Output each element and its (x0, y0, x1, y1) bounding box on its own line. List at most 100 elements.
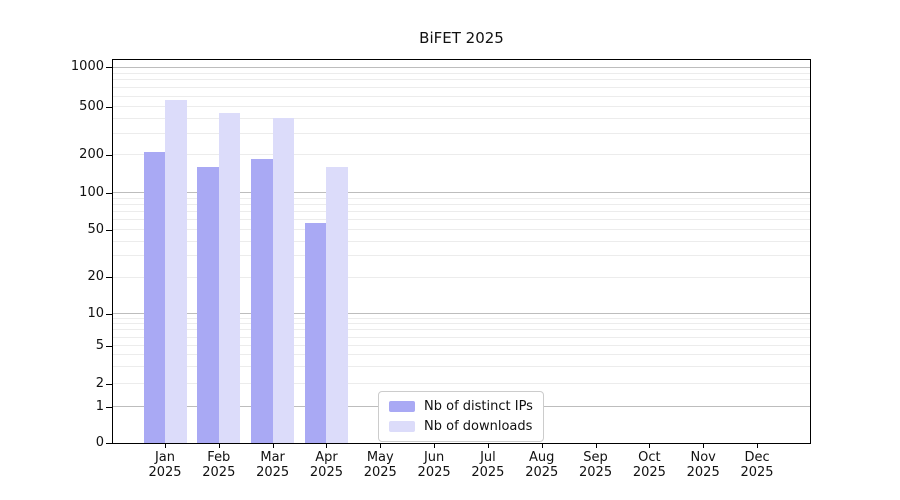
x-tick-month: Jul (480, 450, 496, 465)
x-axis-tick-label-jul: Jul 2025 (456, 450, 520, 480)
x-axis-tick-label-sep: Sep 2025 (564, 450, 628, 480)
legend-swatch-distinct-ips (389, 401, 415, 412)
plot-area (112, 59, 811, 444)
x-tick-year: 2025 (579, 465, 613, 480)
x-tick-month: Nov (690, 450, 716, 465)
x-tick-mark-sep (595, 444, 597, 448)
y-tick-mark-500 (106, 106, 112, 108)
x-axis-tick-label-mar: Mar 2025 (241, 450, 305, 480)
x-axis-tick-label-oct: Oct 2025 (617, 450, 681, 480)
y-tick-mark-2 (106, 383, 112, 385)
bar-distinct-ips-apr (304, 223, 327, 443)
x-tick-year: 2025 (471, 465, 505, 480)
y-tick-mark-10 (106, 313, 112, 315)
gridline-minor-300 (113, 132, 810, 134)
gridline-major-100 (113, 192, 810, 193)
gridline-minor-30 (113, 255, 810, 257)
x-tick-year: 2025 (363, 465, 397, 480)
bar-distinct-ips-jan (143, 151, 165, 443)
x-tick-mark-feb (218, 444, 220, 448)
x-axis-tick-label-feb: Feb 2025 (187, 450, 251, 480)
y-axis-tick-label-50: 50 (87, 221, 104, 237)
gridline-major-1000 (113, 66, 810, 68)
y-axis-tick-label-1000: 1000 (70, 59, 104, 74)
gridline-minor-500 (113, 106, 810, 107)
gridline-minor-90 (113, 197, 810, 199)
gridline-major-10 (113, 313, 810, 314)
x-tick-mark-nov (703, 444, 705, 448)
x-axis-tick-label-apr: Apr 2025 (294, 450, 358, 480)
legend: Nb of distinct IPs Nb of downloads (378, 391, 544, 442)
x-tick-month: Apr (315, 450, 338, 465)
gridline-minor-80 (113, 203, 810, 205)
x-tick-year: 2025 (256, 465, 290, 480)
gridline-minor-7 (113, 329, 810, 331)
x-axis-tick-label-aug: Aug 2025 (510, 450, 574, 480)
gridline-minor-6 (113, 336, 810, 338)
bar-downloads-feb (218, 112, 241, 443)
chart-title: BiFET 2025 (419, 29, 504, 47)
legend-label-distinct-ips: Nb of distinct IPs (424, 399, 533, 414)
x-tick-month: Jun (423, 450, 445, 465)
x-tick-mark-apr (326, 444, 328, 448)
gridline-minor-2 (113, 383, 810, 384)
y-tick-mark-50 (106, 229, 112, 231)
x-tick-month: Oct (638, 450, 661, 465)
x-tick-year: 2025 (309, 465, 343, 480)
gridline-minor-5 (113, 345, 810, 346)
gridline-minor-4 (113, 354, 810, 356)
bar-distinct-ips-mar (251, 158, 273, 443)
x-tick-mark-oct (649, 444, 651, 448)
y-axis-tick-label-5: 5 (95, 337, 104, 353)
gridline-minor-600 (113, 95, 810, 97)
x-axis-tick-label-may: May 2025 (348, 450, 412, 480)
gridline-minor-3 (113, 366, 810, 368)
y-axis-tick-label-0: 0 (95, 435, 104, 450)
x-tick-mark-jul (487, 444, 489, 448)
y-tick-mark-20 (106, 277, 112, 278)
gridline-minor-40 (113, 240, 810, 242)
bar-distinct-ips-feb (197, 166, 219, 443)
x-axis-tick-label-jan: Jan 2025 (133, 450, 197, 480)
bar-downloads-mar (272, 117, 295, 443)
x-tick-month: Dec (744, 450, 770, 465)
legend-item-downloads: Nb of downloads (389, 419, 533, 434)
bar-downloads-apr (326, 167, 348, 443)
gridline-minor-50 (113, 229, 810, 230)
gridline-minor-400 (113, 117, 810, 119)
x-tick-mark-may (380, 444, 382, 448)
y-tick-mark-100 (106, 192, 112, 194)
y-axis-tick-label-2: 2 (95, 375, 104, 391)
x-tick-month: May (366, 450, 394, 465)
y-axis-tick-label-200: 200 (79, 146, 104, 162)
x-tick-year: 2025 (148, 465, 182, 480)
gridline-minor-200 (113, 154, 810, 155)
legend-swatch-downloads (389, 421, 415, 432)
y-axis-tick-label-1: 1 (95, 398, 104, 414)
y-tick-mark-0 (106, 443, 112, 444)
x-tick-year: 2025 (417, 465, 451, 480)
x-axis-tick-label-jun: Jun 2025 (402, 450, 466, 480)
y-axis-tick-label-10: 10 (87, 305, 104, 321)
gridline-minor-20 (113, 276, 810, 278)
y-tick-mark-1 (106, 406, 112, 408)
gridline-minor-70 (113, 211, 810, 213)
gridline-minor-9 (113, 317, 810, 319)
x-tick-mark-dec (757, 444, 759, 448)
x-tick-mark-jun (434, 444, 436, 448)
gridline-minor-700 (113, 86, 810, 88)
x-tick-month: Mar (260, 450, 285, 465)
y-axis-tick-label-500: 500 (79, 98, 104, 114)
x-tick-mark-aug (541, 444, 543, 448)
x-axis-tick-label-nov: Nov 2025 (671, 450, 735, 480)
gridline-minor-60 (113, 219, 810, 221)
y-axis-tick-label-100: 100 (79, 184, 104, 200)
y-tick-mark-5 (106, 345, 112, 347)
x-tick-mark-jan (165, 444, 166, 448)
bar-downloads-jan (165, 100, 187, 443)
x-tick-year: 2025 (686, 465, 720, 480)
x-tick-year: 2025 (632, 465, 666, 480)
x-tick-year: 2025 (202, 465, 236, 480)
x-tick-year: 2025 (525, 465, 559, 480)
